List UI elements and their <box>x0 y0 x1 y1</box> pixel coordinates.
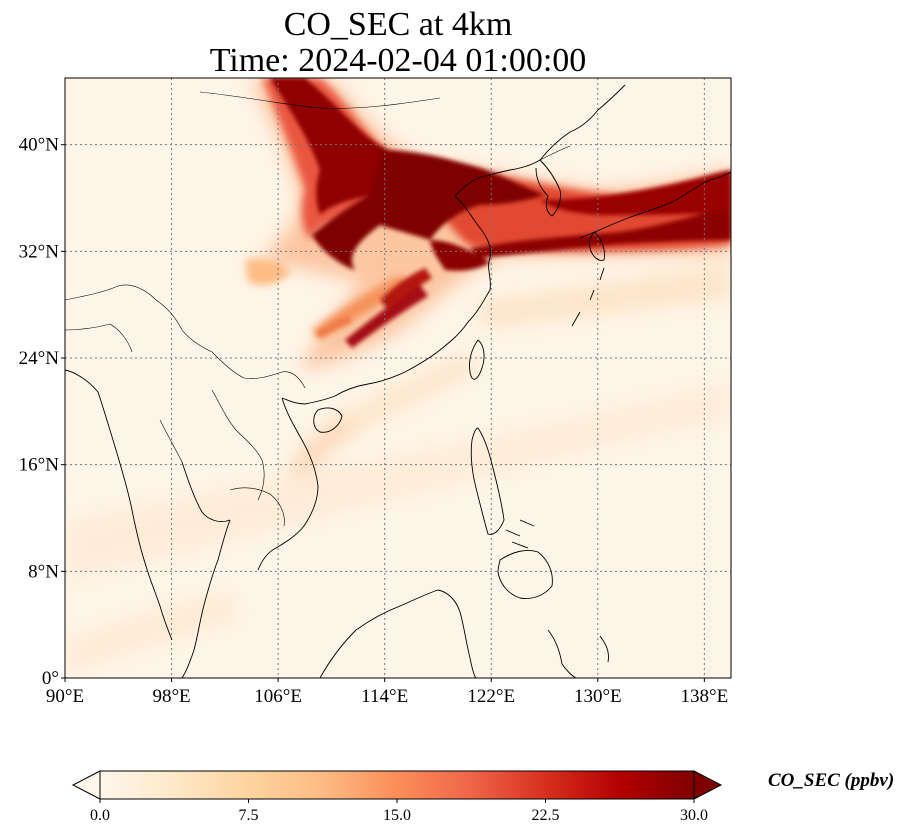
colorbar-gradient-bar <box>100 771 694 799</box>
lon-tick-label: 114°E <box>361 686 408 707</box>
lat-tick-label: 16°N <box>19 455 60 476</box>
plume-core-jet-east <box>470 205 731 258</box>
plume-faint-band-southwest <box>65 590 240 672</box>
lat-tick-label: 32°N <box>19 241 60 262</box>
map-frame <box>64 77 732 679</box>
coastline-china-east <box>281 195 491 405</box>
coastline-sulawesi <box>547 629 577 678</box>
lon-tick-label: 130°E <box>574 686 622 707</box>
lon-tick-label: 106°E <box>254 686 302 707</box>
plume-streak-2 <box>380 268 432 310</box>
plume-core-north <box>270 78 400 215</box>
coastline-visayas <box>505 519 535 549</box>
plume-streak-1 <box>345 285 428 348</box>
coastline-borneo <box>319 589 477 678</box>
map-title: CO_SEC at 4km <box>283 6 513 43</box>
border-cambodia <box>229 487 285 527</box>
coastline-ryukyu <box>571 267 605 327</box>
colorbar-tick-label: 30.0 <box>680 807 708 824</box>
plume-core-yangtze <box>430 240 490 271</box>
coastline-mindanao <box>497 549 553 599</box>
coastline-hainan <box>313 407 343 433</box>
plume-layer <box>65 78 731 672</box>
coastline-thailand <box>181 461 231 523</box>
border-thailand-myanmar <box>159 419 183 463</box>
lon-tick-label: 122°E <box>467 686 515 707</box>
border-north-korea <box>539 145 571 161</box>
colorbar-tick-label: 22.5 <box>532 807 560 824</box>
colorbar-extend-max <box>693 770 723 800</box>
gridlines <box>64 78 731 678</box>
plume-mid-west-lobe <box>245 258 290 285</box>
coastline-luzon <box>470 427 505 535</box>
border-mongolia <box>199 91 441 109</box>
border-india <box>65 323 133 353</box>
coastline-indochina <box>257 397 319 571</box>
plume-faint-band-southeast <box>330 350 480 440</box>
lat-tick-label: 8°N <box>28 561 59 582</box>
plume-faint-band-east <box>480 265 731 330</box>
border-laos <box>211 389 265 501</box>
colorbar-tick-label: 0.0 <box>90 807 110 824</box>
colorbar-ticks: 0.0 7.5 15.0 22.5 30.0 <box>90 799 708 824</box>
lon-tick-label: 90°E <box>46 686 84 707</box>
coastline-kyushu <box>588 231 605 261</box>
colorbar-extend-min <box>71 770 101 800</box>
coastlines-borders <box>65 84 731 678</box>
colorbar-tick-label: 7.5 <box>239 807 259 824</box>
lat-tick-label: 24°N <box>19 348 60 369</box>
coastline-myanmar <box>65 369 173 641</box>
coastline-halmahera <box>599 635 609 663</box>
plume-streak-3 <box>316 315 352 338</box>
coastline-malay <box>181 519 231 678</box>
plume-core-center <box>312 150 545 270</box>
colorbar-title: CO_SEC (ppbv) <box>768 770 895 791</box>
plume-faint-band-south <box>65 380 731 580</box>
longitude-axis: 90°E 98°E 106°E 114°E 122°E 130°E 138°E <box>46 678 728 707</box>
colorbar: 0.0 7.5 15.0 22.5 30.0 <box>71 770 723 824</box>
lat-tick-label: 0° <box>42 668 59 689</box>
border-china-south <box>211 351 306 389</box>
coastline-korea <box>535 159 561 217</box>
lon-tick-label: 98°E <box>152 686 190 707</box>
plume-core-japan <box>540 170 731 215</box>
lon-tick-label: 138°E <box>681 686 729 707</box>
colorbar-tick-label: 15.0 <box>383 807 411 824</box>
coastline-taiwan <box>469 339 485 380</box>
border-china-west <box>65 284 213 353</box>
lat-tick-label: 40°N <box>19 135 60 156</box>
coastline-japan <box>579 171 731 239</box>
latitude-axis: 0° 8°N 16°N 24°N 32°N 40°N <box>19 135 65 689</box>
map-subtitle-time: Time: 2024-02-04 01:00:00 <box>209 42 587 79</box>
